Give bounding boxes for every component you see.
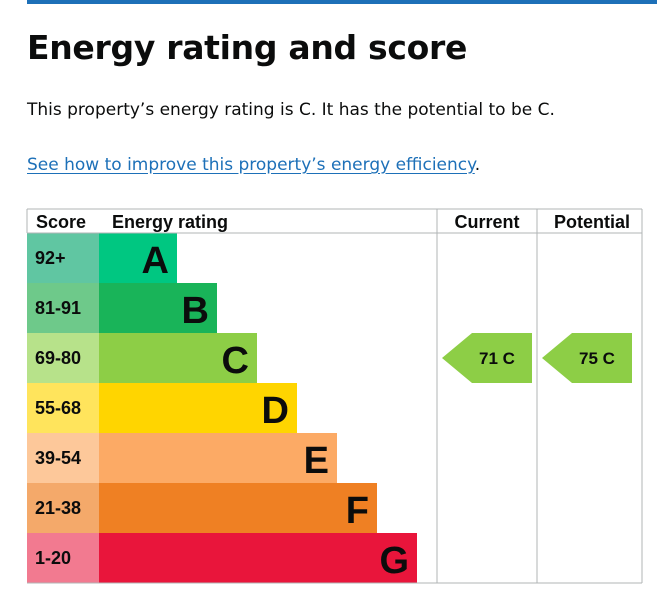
band-letter-e: E — [304, 440, 329, 482]
rating-summary: This property’s energy rating is C. It h… — [27, 100, 555, 120]
band-letter-a: A — [142, 240, 169, 282]
potential-indicator-label: 75 C — [579, 349, 615, 368]
band-letter-f: F — [346, 490, 369, 532]
energy-rating-graph: 92+ A81-91 B69-80 C55-68 D39-54 E21-38 F1-20 G … — [26, 208, 643, 584]
band-score-label-c: 69-80 — [35, 348, 81, 368]
current-indicator-arrow — [442, 333, 532, 383]
link-trailing-period: . — [474, 155, 481, 175]
band-bar-b — [99, 283, 217, 333]
improve-link-line: See how to improve this property’s energ… — [27, 155, 480, 175]
top-rule — [27, 0, 657, 4]
current-indicator-label: 71 C — [479, 349, 515, 368]
table-gridlines — [26, 208, 643, 584]
band-bar-g — [99, 533, 417, 583]
improve-efficiency-link[interactable]: See how to improve this property’s energ… — [27, 155, 475, 175]
band-score-label-g: 1-20 — [35, 548, 71, 568]
band-score-cell-b — [27, 283, 99, 333]
potential-indicator-arrow — [542, 333, 632, 383]
band-score-cell-c — [27, 333, 99, 383]
band-score-cell-d — [27, 383, 99, 433]
band-bar-e — [99, 433, 337, 483]
band-score-label-e: 39-54 — [35, 448, 81, 468]
band-bar-a — [99, 233, 177, 283]
band-letter-g: G — [379, 540, 409, 582]
band-rows: 92+ A 81-91 B 69-80 C 55-68 D 39-54 E 21-38 F 1-20 G — [27, 233, 417, 583]
band-score-cell-a — [27, 233, 99, 283]
header-energy-rating: Energy rating — [112, 212, 228, 232]
band-bar-c — [99, 333, 257, 383]
band-letter-b: B — [182, 290, 209, 332]
header-potential: Potential — [554, 212, 630, 232]
band-score-cell-e — [27, 433, 99, 483]
band-score-label-d: 55-68 — [35, 398, 81, 418]
header-score: Score — [36, 212, 86, 232]
page-title: Energy rating and score — [27, 28, 468, 67]
band-letter-d: D — [262, 390, 289, 432]
band-letter-c: C — [222, 340, 249, 382]
rating-indicators: 71 C 75 C — [442, 333, 632, 383]
band-score-label-b: 81-91 — [35, 298, 81, 318]
band-bar-f — [99, 483, 377, 533]
band-score-cell-f — [27, 483, 99, 533]
band-score-label-f: 21-38 — [35, 498, 81, 518]
band-score-cell-g — [27, 533, 99, 583]
band-bar-d — [99, 383, 297, 433]
band-score-label-a: 92+ — [35, 248, 66, 268]
header-current: Current — [454, 212, 519, 232]
